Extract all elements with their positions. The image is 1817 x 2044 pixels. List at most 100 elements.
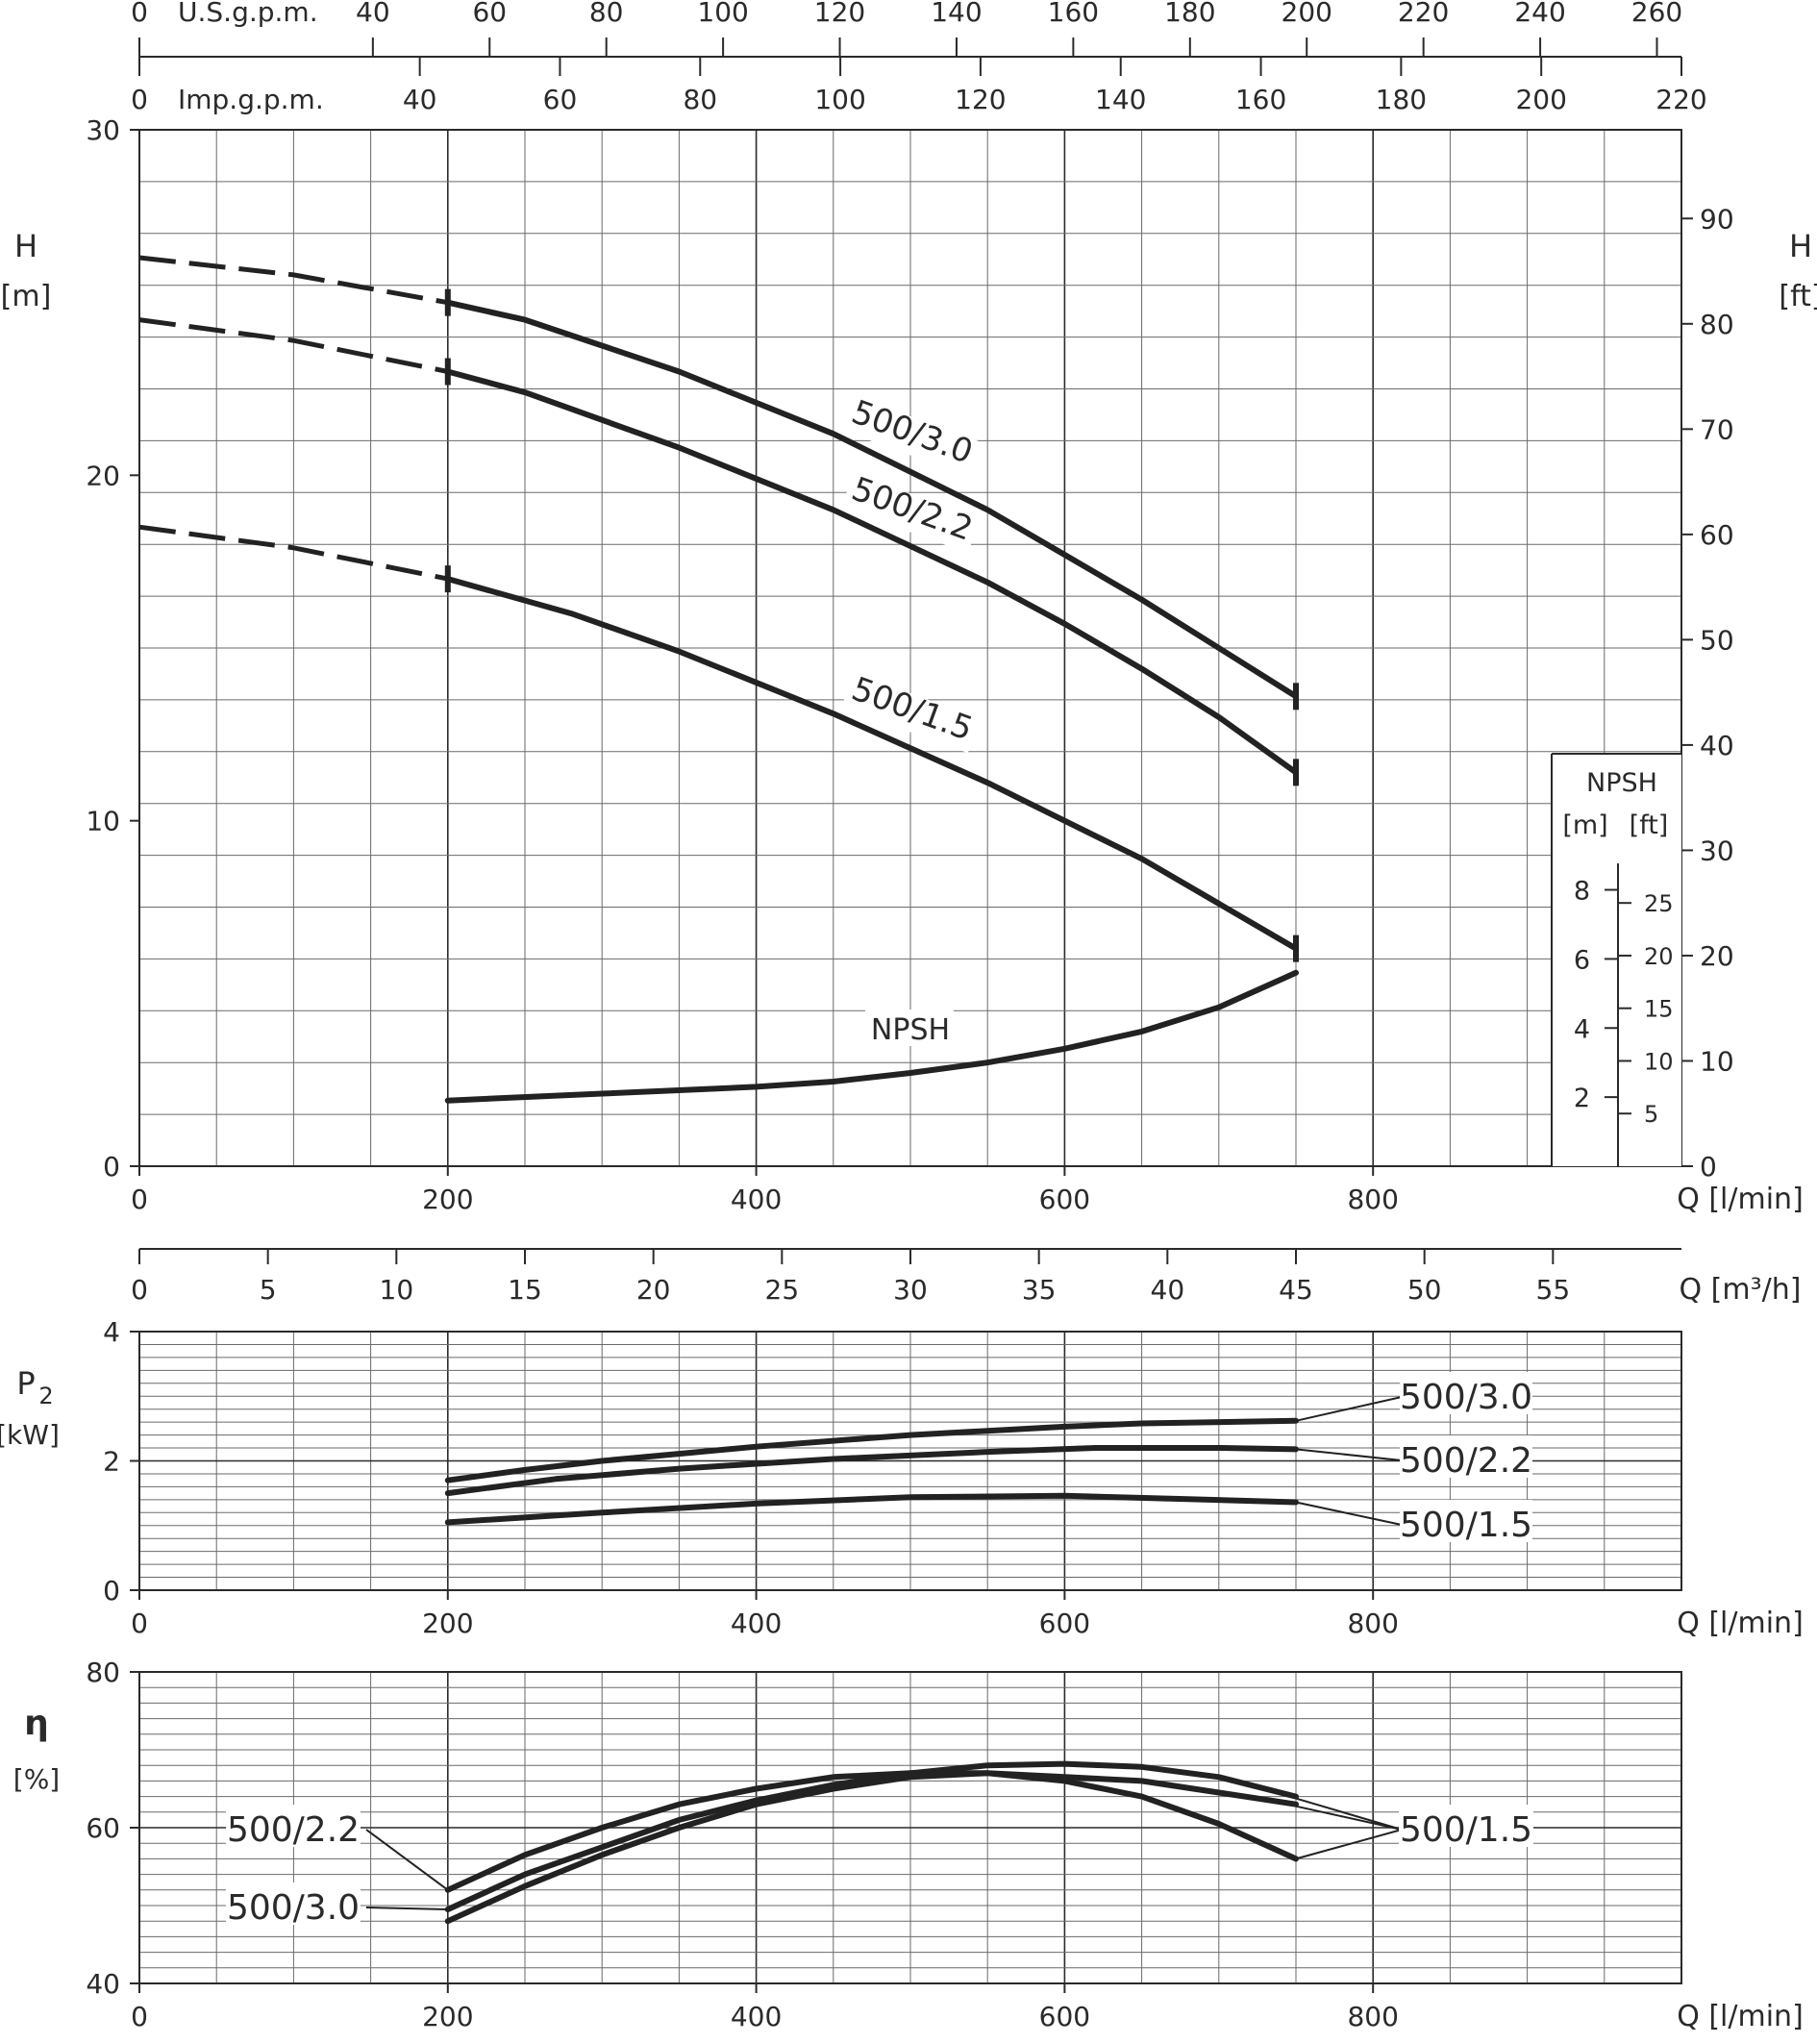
head-curve-label-group-2: 500/2.2 <box>841 470 981 554</box>
power-ylabel-sub: 2 <box>38 1383 53 1409</box>
eff-curve-1 <box>444 1770 1299 1893</box>
head-xtick-label-400: 400 <box>731 1184 782 1215</box>
impgpm-tick-label-200: 200 <box>1515 84 1566 115</box>
usgpm-tick-label-120: 120 <box>814 0 865 28</box>
power-ytick-label-2: 2 <box>103 1446 120 1478</box>
m3h-tick-label-40: 40 <box>1151 1274 1185 1306</box>
power-curve-2 <box>444 1445 1299 1497</box>
power-curve-label-bg-1 <box>1400 1372 1532 1414</box>
npsh-inset-title: NPSH <box>1586 768 1657 798</box>
head-ft-tick-label-80: 80 <box>1700 309 1734 340</box>
usgpm-tick-label-160: 160 <box>1048 0 1099 28</box>
impgpm-tick-label-180: 180 <box>1376 84 1427 115</box>
eff-xtick-label-800: 800 <box>1347 2001 1398 2032</box>
npsh-m-tick-label-6: 6 <box>1574 945 1590 975</box>
power-ytick-label-0: 0 <box>103 1575 120 1607</box>
head-xaxis-label: Q [l/min] <box>1677 1183 1804 1216</box>
npsh-ft-tick-label-5: 5 <box>1644 1101 1658 1128</box>
usgpm-tick-label-60: 60 <box>472 0 507 28</box>
impgpm-tick-label-40: 40 <box>403 84 437 115</box>
power-curve-label-1: 500/3.0 <box>1400 1378 1532 1417</box>
eff-xtick-label-200: 200 <box>422 2001 473 2032</box>
head-ft-tick-label-70: 70 <box>1700 413 1734 445</box>
head-curve-label-group-3: 500/1.5 <box>841 670 981 754</box>
eff-ytick-label-80: 80 <box>86 1657 120 1688</box>
npsh-curve-label-bg <box>865 1010 954 1046</box>
eff-xtick-label-400: 400 <box>731 2001 782 2032</box>
npsh-m-tick-label-4: 4 <box>1574 1014 1590 1044</box>
power-curve-leader-3 <box>1295 1501 1403 1526</box>
eff-ylabel: η <box>24 1704 49 1743</box>
impgpm-tick-label-160: 160 <box>1235 84 1286 115</box>
impgpm-tick-label-0: 0 <box>131 84 148 115</box>
head-curve-2 <box>444 368 1299 776</box>
head-ft-tick-label-10: 10 <box>1700 1045 1734 1077</box>
impgpm-tick-label-220: 220 <box>1655 84 1706 115</box>
head-ft-tick-label-40: 40 <box>1700 730 1734 761</box>
head-curve-label-bg-1 <box>841 395 981 477</box>
impgpm-tick-label-100: 100 <box>814 84 865 115</box>
head-curve-label-3: 500/1.5 <box>847 670 978 749</box>
npsh-m-tick-label-8: 8 <box>1574 877 1590 907</box>
head-ytick-label-30: 30 <box>86 114 120 146</box>
m3h-axis-label: Q [m³/h] <box>1680 1273 1802 1307</box>
eff-curve-label-3: 500/1.5 <box>1400 1810 1532 1850</box>
npsh-ft-tick-label-15: 15 <box>1644 996 1674 1023</box>
head-ylabel: H <box>14 228 37 264</box>
eff-curve-label-bg-3 <box>1399 1805 1533 1847</box>
eff-curve-label-1: 500/2.2 <box>227 1810 360 1850</box>
power-curve-leader-2 <box>1295 1448 1403 1461</box>
head-ytick-label-0: 0 <box>103 1151 120 1183</box>
impgpm-tick-label-140: 140 <box>1095 84 1146 115</box>
impgpm-axis-label: Imp.g.p.m. <box>178 84 324 115</box>
usgpm-tick-label-0: 0 <box>131 0 148 28</box>
head-curve-label-1: 500/3.0 <box>847 393 978 472</box>
head-xtick-label-0: 0 <box>131 1184 148 1215</box>
m3h-tick-label-30: 30 <box>893 1274 928 1306</box>
npsh-curve-label: NPSH <box>871 1013 950 1047</box>
m3h-tick-label-25: 25 <box>765 1274 800 1306</box>
head-ft-tick-label-0: 0 <box>1700 1151 1717 1183</box>
usgpm-tick-label-140: 140 <box>931 0 982 28</box>
head-curve-dashed-3 <box>138 524 449 582</box>
head-yunit: [m] <box>1 280 52 313</box>
head-ft-tick-label-30: 30 <box>1700 835 1734 866</box>
power-xtick-label-600: 600 <box>1039 1608 1090 1639</box>
power-yunit: [kW] <box>0 1419 60 1451</box>
npsh-ft-tick-label-20: 20 <box>1644 943 1674 970</box>
eff-curve-2 <box>444 1760 1299 1912</box>
m3h-tick-label-5: 5 <box>260 1274 277 1306</box>
head-ytick-label-10: 10 <box>86 806 120 837</box>
head-xtick-label-200: 200 <box>422 1184 473 1215</box>
eff-yunit: [%] <box>13 1763 60 1795</box>
eff-xaxis-label: Q [l/min] <box>1677 2000 1804 2033</box>
usgpm-tick-label-180: 180 <box>1164 0 1215 28</box>
m3h-tick-label-10: 10 <box>380 1274 414 1306</box>
head-curve-label-group-1: 500/3.0 <box>841 393 981 477</box>
head-curve-1 <box>444 299 1299 700</box>
head-ytick-label-20: 20 <box>86 460 120 491</box>
eff-curve-label-bg-2 <box>226 1882 361 1925</box>
m3h-tick-label-15: 15 <box>508 1274 542 1306</box>
eff-curve-leader-2 <box>365 1907 448 1911</box>
power-xtick-label-200: 200 <box>422 1608 473 1639</box>
head-curve-3 <box>444 576 1299 952</box>
power-curve-label-2: 500/2.2 <box>1400 1441 1532 1481</box>
power-curve-3 <box>444 1492 1299 1526</box>
head-ylabel-right: H <box>1789 228 1812 264</box>
eff-xtick-label-0: 0 <box>131 2001 148 2032</box>
npsh-inset-ft-unit: [ft] <box>1630 810 1669 840</box>
m3h-tick-label-55: 55 <box>1536 1274 1571 1306</box>
eff-curve-leader-extra-50030 <box>1295 1797 1403 1831</box>
npsh-ft-tick-label-10: 10 <box>1644 1048 1674 1075</box>
head-yunit-right: [ft] <box>1779 280 1817 313</box>
head-curve-label-bg-3 <box>841 672 981 754</box>
usgpm-tick-label-40: 40 <box>356 0 390 28</box>
head-curve-dashed-1 <box>138 255 449 306</box>
usgpm-tick-label-240: 240 <box>1514 0 1565 28</box>
impgpm-tick-label-60: 60 <box>543 84 578 115</box>
eff-curve-leader-1 <box>365 1829 449 1891</box>
power-curve-label-bg-3 <box>1400 1500 1532 1542</box>
m3h-tick-label-35: 35 <box>1022 1274 1057 1306</box>
eff-ytick-label-60: 60 <box>86 1812 120 1844</box>
